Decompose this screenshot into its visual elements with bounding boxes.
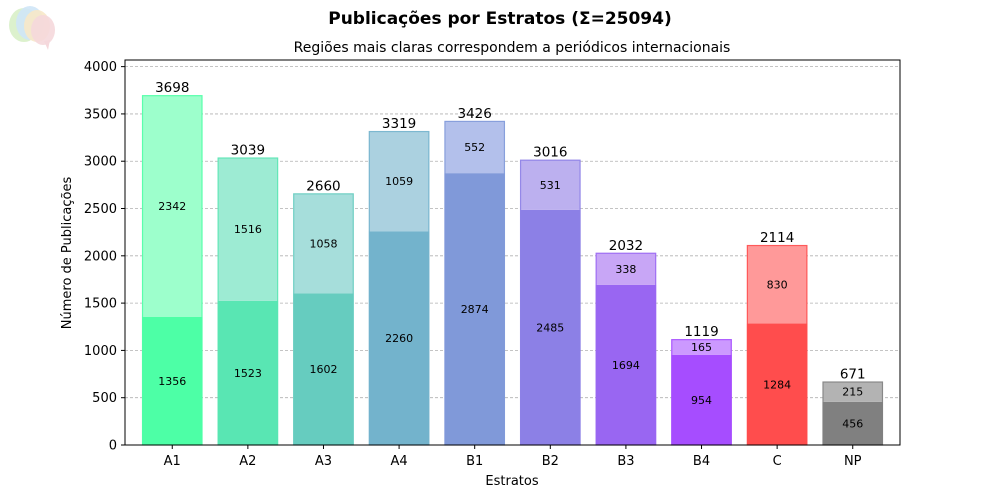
segment-value-label: 165 [691,341,712,354]
x-tick-label: A1 [164,454,181,469]
x-tick-label: B1 [466,454,483,469]
segment-value-label: 1516 [234,223,262,236]
y-tick-label: 3500 [84,107,117,122]
data-labels: 1356 2342 3698 1523 1516 3039 1602 1058 2660 2260… [155,80,866,430]
total-value-label: 2114 [760,230,794,246]
y-tick-label: 4000 [84,60,117,75]
segment-value-label: 830 [767,278,788,291]
bar-segment-international [368,131,430,232]
bar-segment-national [293,293,354,445]
bar-segment-international [142,95,203,317]
x-tick-label: B2 [542,454,559,469]
y-tick-label: 500 [92,391,117,406]
x-tick-label: C [773,454,782,469]
total-value-label: 2032 [609,238,643,254]
x-tick-label: B3 [617,454,634,469]
y-axis-label: Número de Publicações [60,177,75,330]
chart-title: Publicações por Estratos (Σ=25094) [328,9,672,29]
total-value-label: 671 [840,367,866,383]
total-value-label: 1119 [684,324,718,340]
y-tick-label: 1500 [84,297,117,312]
bar-segment-national [520,209,581,445]
total-value-label: 3698 [155,80,189,96]
bar-segment-international [595,252,657,285]
bar-segment-national [368,231,430,445]
segment-value-label: 1059 [385,175,413,188]
segment-value-label: 531 [540,179,561,192]
x-tick-label: A3 [315,454,332,469]
segment-value-label: 1284 [763,378,791,391]
segment-value-label: 954 [691,394,712,407]
segment-value-label: 1058 [309,237,337,250]
segment-value-label: 456 [842,417,863,430]
segment-value-label: 1602 [309,363,337,376]
bar-segment-national [595,284,657,445]
segment-value-label: 1523 [234,367,262,380]
bar-segment-international [822,381,883,402]
bar-segment-international [746,245,808,324]
x-tick-label: A4 [390,454,407,469]
bar-segment-international [217,157,279,301]
segment-value-label: 338 [615,263,636,276]
bar-segment-international [671,339,732,355]
bar-segment-national [444,173,505,445]
x-tick-label: NP [844,454,862,469]
y-tick-label: 2500 [84,202,117,217]
segment-value-label: 2342 [158,200,186,213]
bar-segment-national [671,354,732,445]
total-value-label: 3016 [533,145,567,161]
bar-segment-international [444,120,505,174]
segment-value-label: 552 [464,141,485,154]
segment-value-label: 2874 [461,303,489,316]
bar-segment-international [293,193,354,294]
x-tick-label: A2 [239,454,256,469]
total-value-label: 2660 [306,178,340,194]
bar-segment-national [746,323,808,445]
plot-frame [124,59,901,446]
total-value-label: 3426 [458,106,492,122]
segment-value-label: 1356 [158,375,186,388]
segment-value-label: 1694 [612,359,640,372]
bar-segment-national [822,401,883,445]
axes: 0 500 1000 1500 2000 2500 3000 3500 4000 A1 A2 A3 A4… [84,59,901,469]
bar-segment-international [520,159,581,210]
segment-value-label: 215 [842,386,863,399]
chart-subtitle: Regiões mais claras correspondem a perió… [294,40,731,56]
y-tick-label: 1000 [84,344,117,359]
bar-segment-national [142,316,203,445]
y-tick-label: 0 [109,439,117,454]
y-tick-label: 2000 [84,249,117,264]
x-tick-label: B4 [693,454,710,469]
segment-value-label: 2260 [385,332,413,345]
logo-icon [9,6,55,50]
total-value-label: 3319 [382,116,416,132]
total-value-label: 3039 [231,143,265,159]
bars [141,95,884,446]
y-tick-label: 3000 [84,155,117,170]
bar-segment-national [217,300,279,445]
x-axis-label: Estratos [485,474,538,489]
segment-value-label: 2485 [536,321,564,334]
